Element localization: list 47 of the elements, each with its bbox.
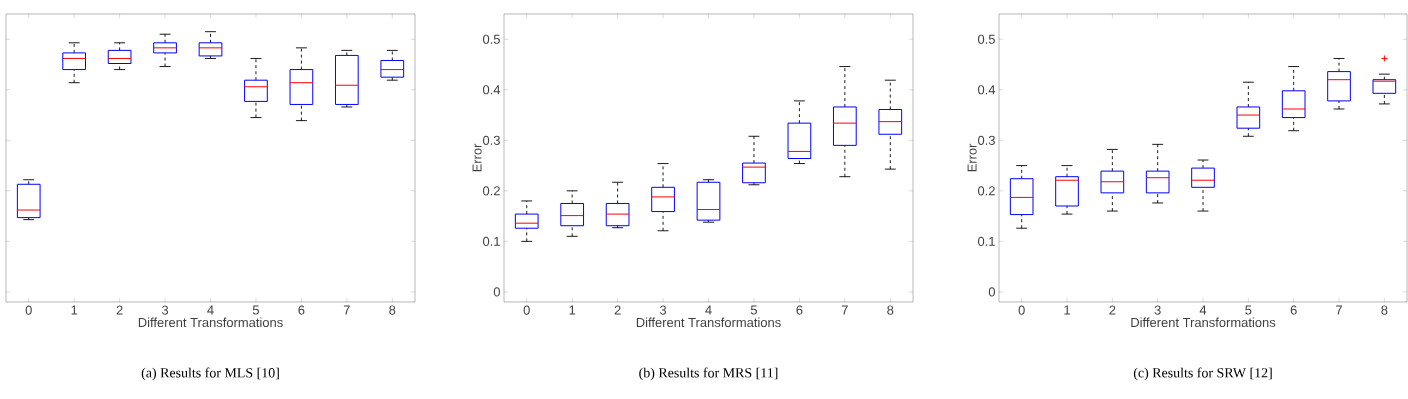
y-tick-label: 0.3 — [482, 135, 500, 145]
x-tick-label: 0 — [523, 305, 530, 315]
x-tick-label: 2 — [116, 305, 123, 315]
y-tick-label: 0.1 — [977, 236, 995, 246]
y-tick-label: 0.4 — [482, 85, 501, 95]
y-tick-label: 0.5 — [977, 34, 995, 44]
y-tick-label: 0.4 — [977, 85, 996, 95]
x-tick-label: 7 — [343, 305, 350, 315]
x-tick-label: 4 — [705, 305, 712, 315]
x-tick-label: 7 — [841, 305, 848, 315]
x-tick-label: 8 — [887, 305, 894, 315]
x-tick-label: 6 — [1290, 305, 1297, 315]
x-tick-label: 5 — [1245, 305, 1252, 315]
y-tick-label: 0.1 — [482, 236, 500, 246]
x-tick-label: 2 — [1109, 305, 1116, 315]
x-tick-label: 0 — [1018, 305, 1025, 315]
y-tick-label: 0.3 — [977, 135, 995, 145]
y-tick-label: 0 — [493, 287, 500, 297]
x-tick-label: 0 — [25, 305, 32, 315]
x-tick-label: 4 — [207, 305, 214, 315]
x-tick-label: 3 — [659, 305, 667, 315]
x-tick-label: 3 — [161, 305, 169, 315]
x-tick-label: 5 — [252, 305, 259, 315]
x-axis-title: Different Transformations — [636, 317, 781, 328]
text: (c) Results for SRW [12] — [1133, 367, 1272, 381]
x-tick-label: 6 — [298, 305, 305, 315]
y-tick-label: 0 — [988, 287, 995, 297]
x-tick-label: 1 — [1064, 305, 1070, 315]
y-axis-title: Error — [967, 143, 977, 172]
x-axis-title: Different Transformations — [138, 317, 283, 328]
x-axis-title: Different Transformations — [1131, 317, 1276, 328]
x-tick-label: 2 — [614, 305, 621, 315]
y-tick-label: 0.2 — [977, 186, 995, 196]
x-tick-label: 6 — [796, 305, 803, 315]
text: (a) Results for MLS [10] — [141, 367, 279, 381]
y-axis-title: Error — [472, 143, 482, 172]
x-tick-label: 8 — [1381, 305, 1388, 315]
y-tick-label: 0.2 — [482, 186, 500, 196]
x-tick-label: 7 — [1336, 305, 1342, 315]
y-tick-label: 0.5 — [482, 34, 500, 44]
x-tick-label: 5 — [750, 305, 758, 315]
x-tick-label: 3 — [1154, 305, 1161, 315]
x-tick-label: 8 — [389, 305, 396, 315]
x-tick-label: 1 — [569, 305, 576, 315]
x-tick-label: 4 — [1199, 305, 1207, 315]
x-tick-label: 1 — [71, 305, 78, 315]
text: (b) Results for MRS [11] — [639, 367, 778, 381]
